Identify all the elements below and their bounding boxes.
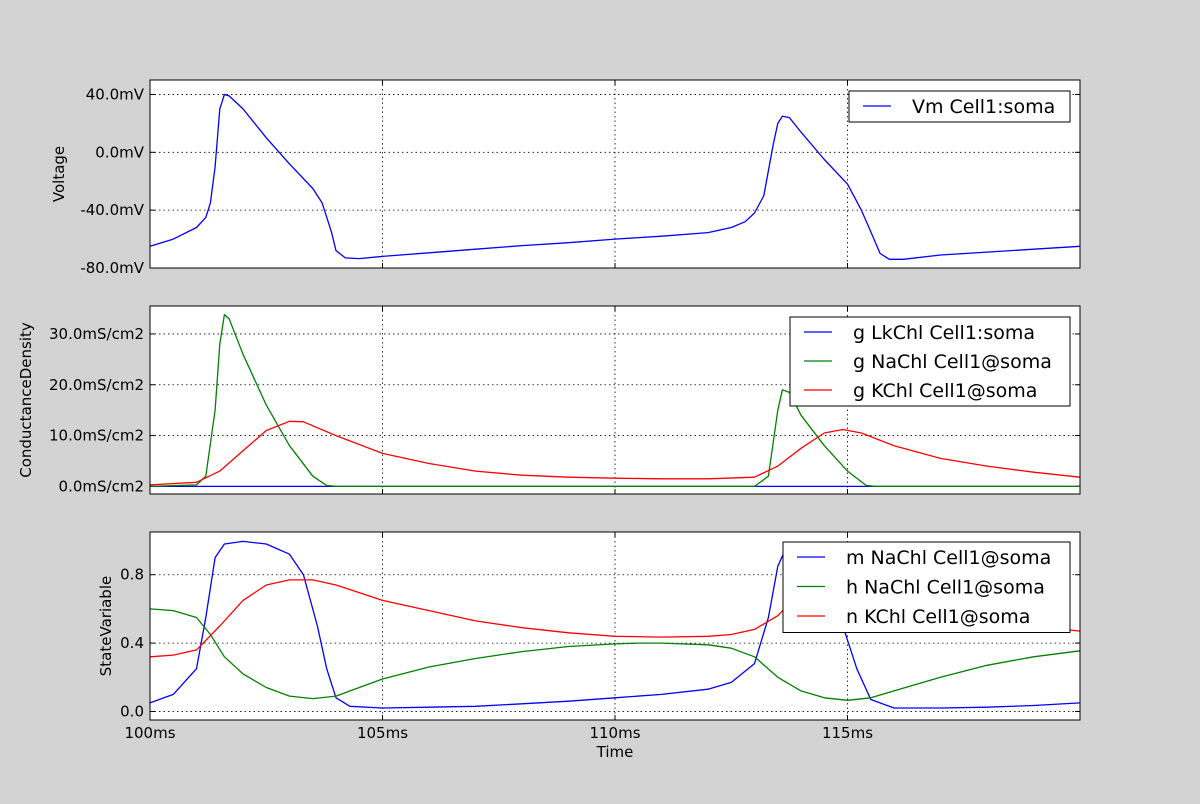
y-tick-label: 0.4 xyxy=(120,634,144,652)
x-tick-label: 105ms xyxy=(357,724,408,742)
x-axis-label: Time xyxy=(596,743,634,761)
plot-frame-1 xyxy=(149,79,1081,269)
y-tick-label: 0.0 xyxy=(120,702,144,720)
legend-label: n KChl Cell1@soma xyxy=(846,606,1030,628)
x-tick-label: 100ms xyxy=(124,724,175,742)
legend-label: g KChl Cell1@soma xyxy=(853,380,1037,402)
y-axis-label: StateVariable xyxy=(97,576,115,676)
y-tick-label: 0.8 xyxy=(120,566,144,584)
legend-label: h NaChl Cell1@soma xyxy=(846,577,1045,599)
x-tick-label: 115ms xyxy=(822,724,873,742)
legend-label: Vm Cell1:soma xyxy=(912,96,1055,118)
x-tick-label: 110ms xyxy=(589,724,640,742)
y-tick-label: 10.0mS/cm2 xyxy=(49,427,144,445)
y-tick-label: 0.0mV xyxy=(95,143,144,161)
legend-label: m NaChl Cell1@soma xyxy=(846,547,1051,569)
y-tick-label: 20.0mS/cm2 xyxy=(49,376,144,394)
y-axis-label: Voltage xyxy=(50,146,68,202)
series-line-g-kchl-cell1-soma xyxy=(149,420,1081,486)
plot-frame-3 xyxy=(149,531,1081,721)
legend-label: g LkChl Cell1:soma xyxy=(853,322,1035,344)
y-tick-label: 0.0mS/cm2 xyxy=(59,477,144,495)
legend-label: g NaChl Cell1@soma xyxy=(853,351,1052,373)
y-axis-label: ConductanceDensity xyxy=(17,322,35,478)
legend-box xyxy=(782,541,1071,633)
legend-box xyxy=(789,316,1071,407)
series-line-vm-cell1-soma xyxy=(149,93,1081,260)
series-line-h-nachl-cell1-soma xyxy=(149,608,1081,701)
plot-frame-2 xyxy=(149,305,1081,495)
y-tick-label: -80.0mV xyxy=(80,259,144,277)
y-tick-label: -40.0mV xyxy=(80,201,144,219)
y-tick-label: 30.0mS/cm2 xyxy=(49,325,144,343)
series-line-g-nachl-cell1-soma xyxy=(149,313,1080,488)
series-line-m-nachl-cell1-soma xyxy=(149,540,1081,709)
y-tick-label: 40.0mV xyxy=(86,85,145,103)
